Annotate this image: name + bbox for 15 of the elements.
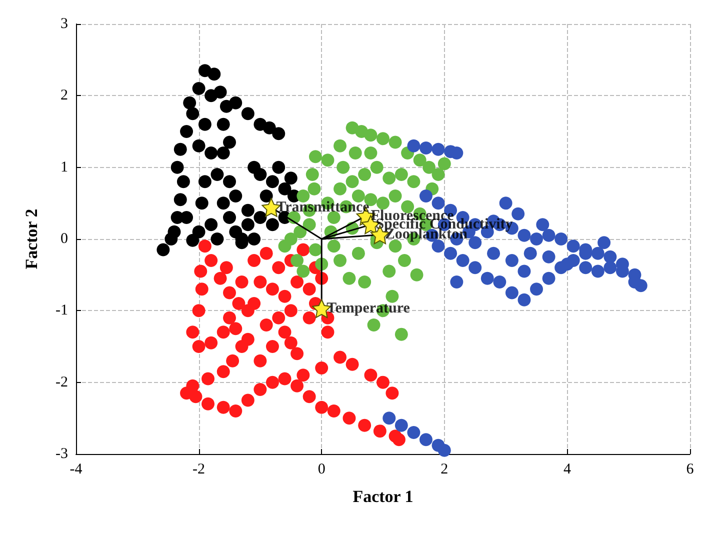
x-tick-label: 4 [563, 462, 572, 478]
y-tick-label: -3 [56, 446, 68, 462]
x-tick-label: -2 [192, 462, 206, 478]
x-tick-label: 6 [686, 462, 694, 478]
x-tick-label: 2 [440, 462, 448, 478]
y-tick-label: 1 [60, 159, 68, 176]
y-tick-label: -1 [56, 302, 68, 319]
y-tick-label: 2 [60, 88, 68, 104]
y-tick-label: 0 [60, 231, 68, 247]
y-tick-label: 3 [60, 16, 68, 32]
x-tick-label: 0 [318, 462, 326, 478]
x-axis-title: Factor 1 [352, 487, 414, 506]
y-tick-label: -2 [56, 374, 68, 390]
x-tick-label: -4 [70, 462, 83, 478]
y-axis-title: Factor 2 [22, 208, 41, 270]
